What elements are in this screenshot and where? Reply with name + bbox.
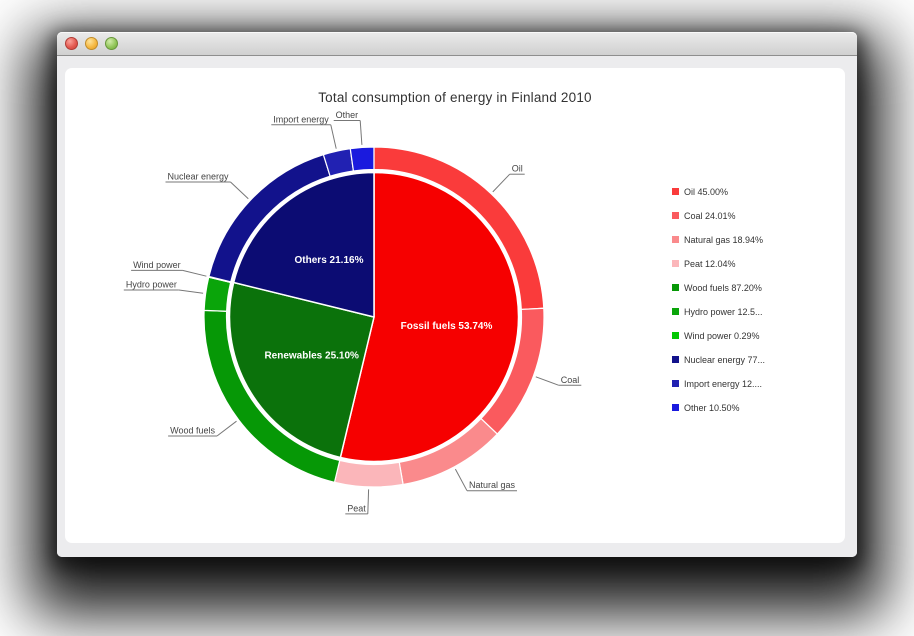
legend-label-peat: Peat 12.04% [684,258,736,269]
legend-label-wood-fuels: Wood fuels 87.20% [684,282,762,293]
app-window: Total consumption of energy in Finland 2… [57,32,857,557]
callout-label-wood-fuels: Wood fuels [170,426,215,436]
legend-label-hydro-power: Hydro power 12.5... [684,306,763,317]
pie-chart: Oil Coal Natural gas Peat Wood fuels Hydro po… [123,110,582,515]
inner-label-fossil-fuels: Fossil fuels 53.74% [401,321,493,332]
callout-line-coal [535,376,559,386]
legend-label-oil: Oil 45.00% [684,186,729,197]
legend-swatch-oil [672,188,679,195]
legend-swatch-wood-fuels [672,284,679,291]
legend-item-peat: Peat 12.04% [672,257,765,270]
callout-line-wind-power [182,269,207,277]
legend-item-coal: Coal 24.01% [672,209,765,222]
callout-label-import-energy: Import energy [273,114,329,124]
callout-label-peat: Peat [347,503,366,513]
chart-legend: Oil 45.00% Coal 24.01% Natural gas 18.94% P… [672,185,765,414]
legend-item-wind-power: Wind power 0.29% [672,329,765,342]
legend-item-nuclear-energy: Nuclear energy 77... [672,353,765,366]
legend-swatch-coal [672,212,679,219]
legend-swatch-wind-power [672,332,679,339]
legend-label-wind-power: Wind power 0.29% [684,330,760,341]
legend-label-natural-gas: Natural gas 18.94% [684,234,764,245]
callout-line-natural-gas [454,468,468,491]
callout-label-wind-power: Wind power [133,260,181,270]
callout-label-oil: Oil [512,164,523,174]
callout-line-wood-fuels [216,420,237,437]
callout-label-nuclear-energy: Nuclear energy [167,172,229,182]
callout-line-peat [367,489,370,514]
callout-label-coal: Coal [561,375,580,385]
pie-slice-fossil-fuels[interactable] [339,171,520,463]
legend-swatch-peat [672,260,679,267]
chart-panel: Total consumption of energy in Finland 2… [65,68,845,543]
ring-segment-hydro-power[interactable] [203,276,232,312]
ring-segment-other[interactable] [349,146,375,172]
window-content: Total consumption of energy in Finland 2… [57,56,857,557]
legend-item-natural-gas: Natural gas 18.94% [672,233,765,246]
title-bar[interactable] [57,32,857,56]
legend-item-oil: Oil 45.00% [672,185,765,198]
legend-item-hydro-power: Hydro power 12.5... [672,305,765,318]
zoom-button[interactable] [105,37,118,50]
callout-line-oil [492,173,511,193]
legend-label-import-energy: Import energy 12.... [684,378,763,389]
callout-label-natural-gas: Natural gas [469,480,516,490]
close-button[interactable] [65,37,78,50]
legend-label-coal: Coal 24.01% [684,210,736,221]
minimize-button[interactable] [85,37,98,50]
legend-swatch-hydro-power [672,308,679,315]
ring-segment-peat[interactable] [333,459,404,488]
callout-line-import-energy [330,124,337,149]
legend-label-other: Other 10.50% [684,402,740,413]
legend-label-nuclear-energy: Nuclear energy 77... [684,354,766,365]
legend-item-wood-fuels: Wood fuels 87.20% [672,281,765,294]
legend-swatch-natural-gas [672,236,679,243]
callout-label-hydro-power: Hydro power [126,280,177,290]
chart-title: Total consumption of energy in Finland 2… [318,90,592,105]
callout-label-other: Other [336,110,359,120]
callout-line-other [359,120,363,145]
inner-label-renewables: Renewables 25.10% [264,351,359,362]
legend-item-other: Other 10.50% [672,401,765,414]
callout-line-hydro-power [178,289,204,294]
traffic-light-buttons [65,37,118,50]
callout-line-nuclear-energy [230,181,249,200]
legend-swatch-nuclear-energy [672,356,679,363]
pie-slice-others[interactable] [232,171,375,318]
inner-label-others: Others 21.16% [295,255,364,266]
legend-swatch-other [672,404,679,411]
legend-swatch-import-energy [672,380,679,387]
legend-item-import-energy: Import energy 12.... [672,377,765,390]
pie-slice-renewables[interactable] [228,281,375,459]
